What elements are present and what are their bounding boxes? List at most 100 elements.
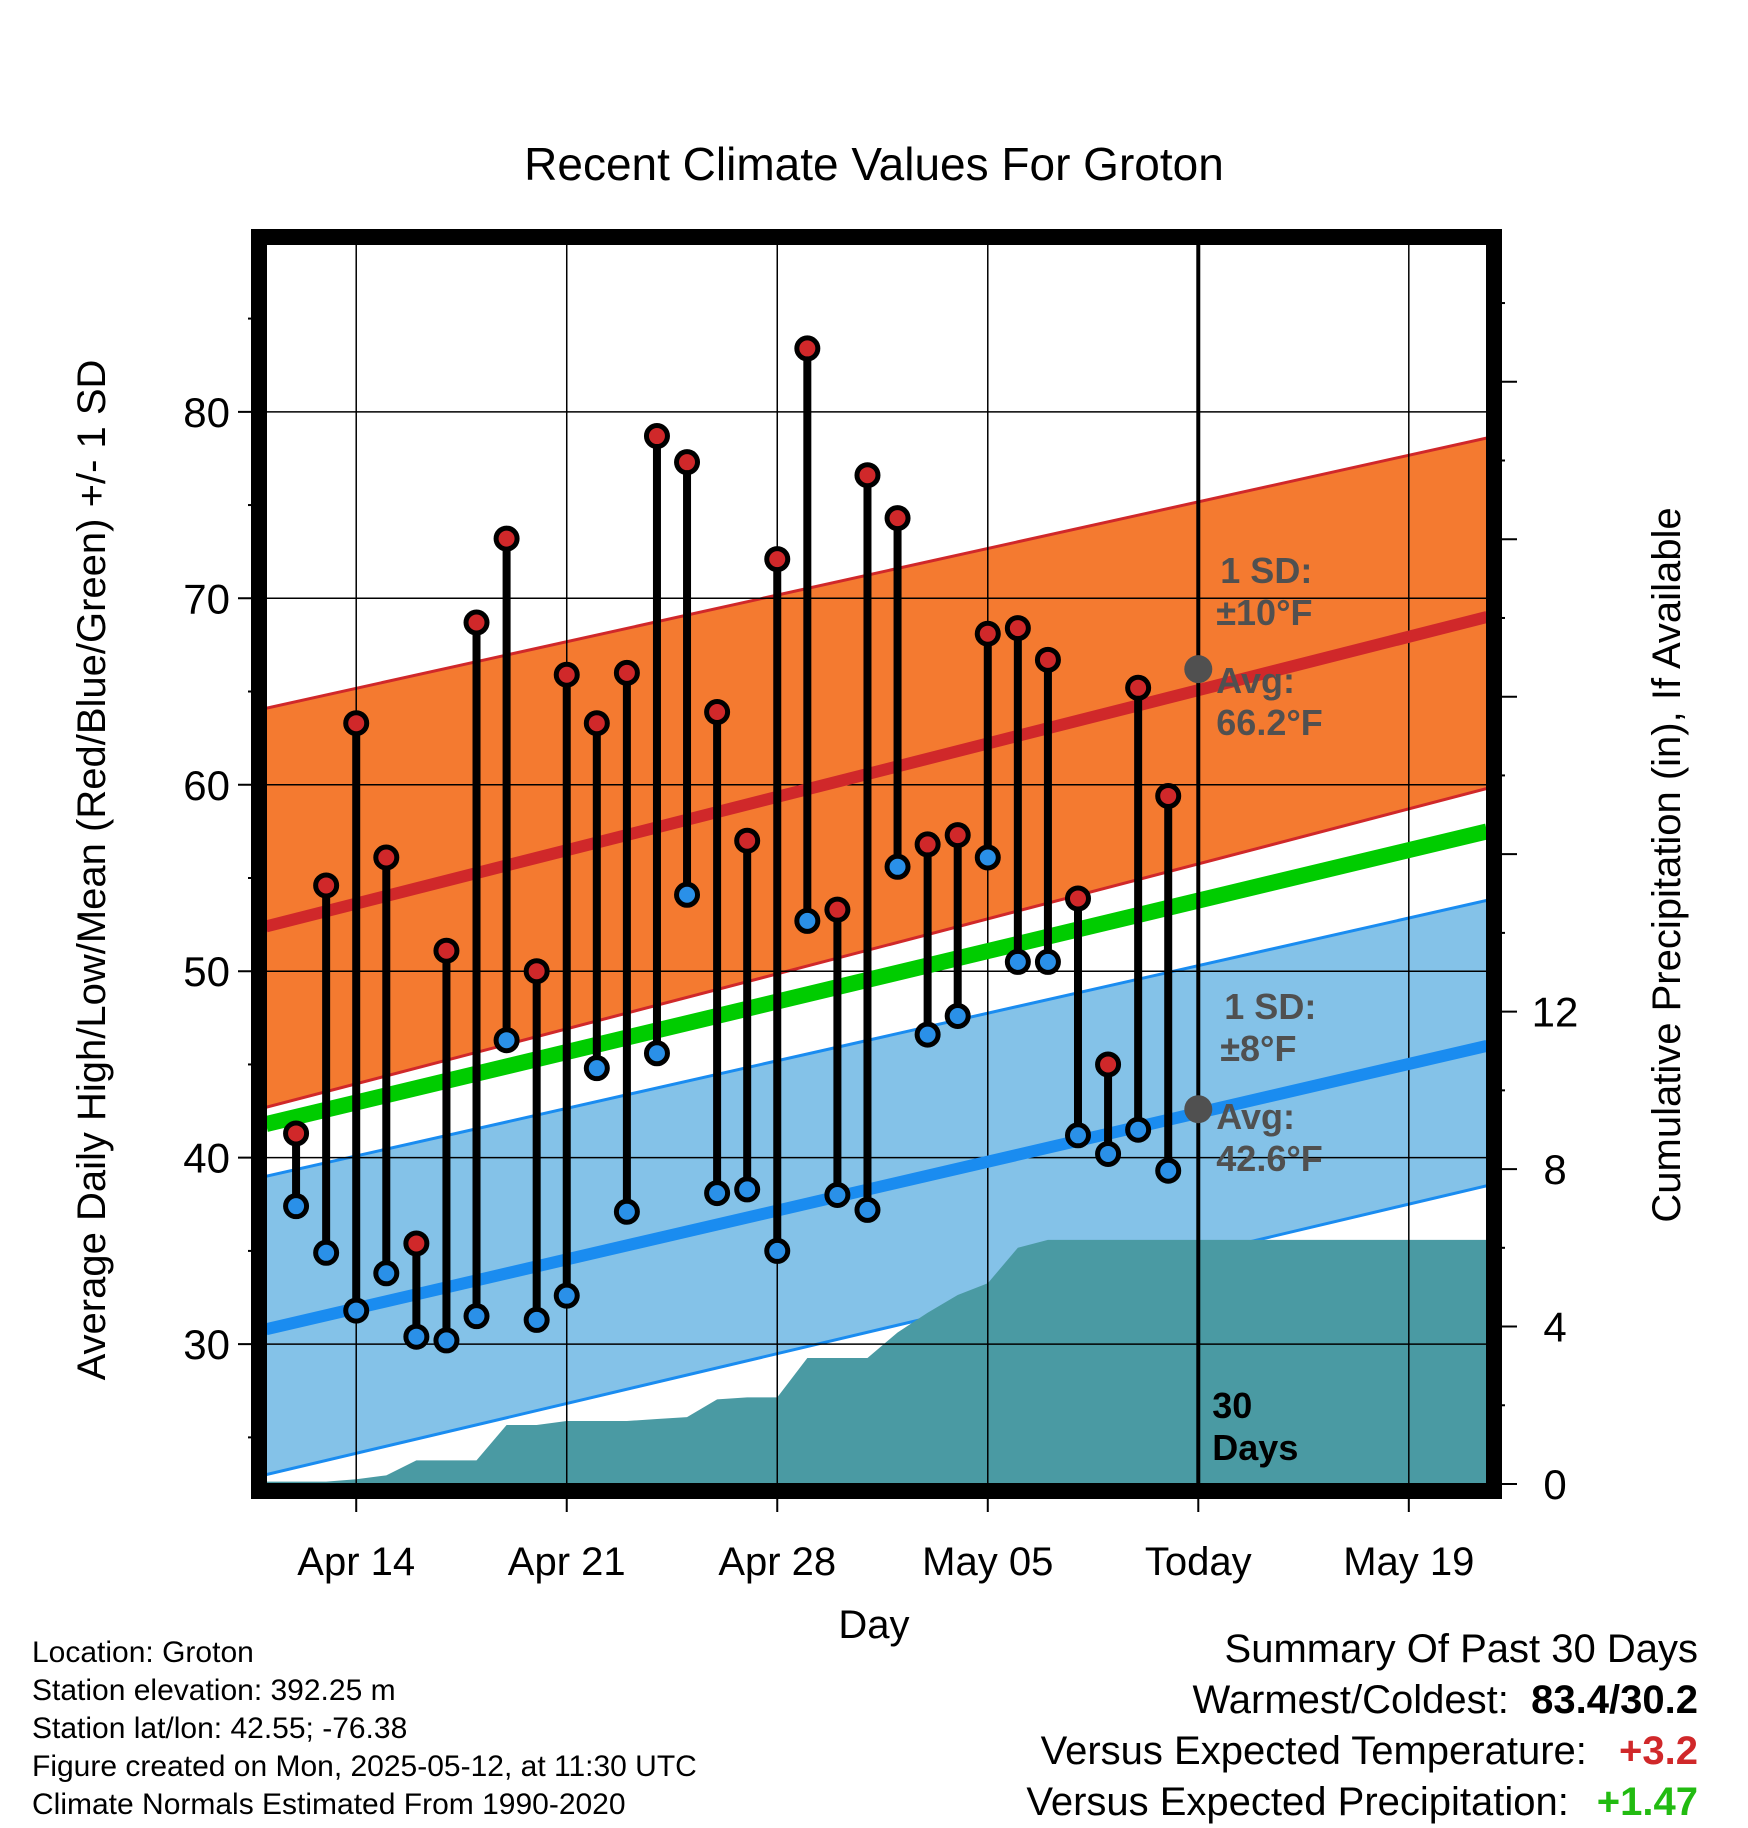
axes: 30 40 50 60 70 80 0 4 8 12 Apr 14 Apr 21 Apr 28 May 0…	[183, 302, 1579, 1584]
high-point	[884, 505, 911, 532]
high-sd-band-lower-edge	[266, 787, 1487, 1109]
days-count: 30	[1212, 1385, 1252, 1426]
normals-text: Climate Normals Estimated From 1990-2020	[32, 1788, 626, 1821]
high-point	[734, 827, 761, 854]
low-sd-band-upper-edge	[266, 898, 1487, 1178]
high-point	[764, 546, 791, 573]
low-point	[343, 1297, 370, 1324]
summary-heading: Summary Of Past 30 Days	[1224, 1627, 1698, 1671]
high-point	[313, 872, 340, 899]
high-point	[403, 1230, 430, 1257]
low-point	[674, 881, 701, 908]
low-point	[643, 1040, 670, 1067]
low-point	[1125, 1116, 1152, 1143]
low-point	[403, 1323, 430, 1350]
low-sd-band-lower-edge	[266, 1184, 1487, 1477]
high-sd-value: ±10°F	[1216, 592, 1312, 633]
summary-warm-cold: Warmest/Coldest: 83.4/30.2	[1026, 1675, 1699, 1726]
latlon-text: Station lat/lon: 42.55; -76.38	[32, 1712, 408, 1745]
y-tick-label: 70	[183, 575, 230, 622]
high-point	[583, 710, 610, 737]
low-point	[734, 1176, 761, 1203]
high-point	[343, 710, 370, 737]
precip-label: Versus Expected Precipitation:	[1026, 1780, 1569, 1824]
high-point	[1155, 782, 1182, 809]
high-avg-label: Avg:	[1216, 660, 1295, 701]
high-point	[643, 423, 670, 450]
low-point	[1155, 1157, 1182, 1184]
station-info: Location: Groton Station elevation: 392.…	[32, 1634, 697, 1824]
low-point	[433, 1327, 460, 1354]
low-point	[583, 1055, 610, 1082]
low-point	[974, 844, 1001, 871]
summary-temp: Versus Expected Temperature: +3.2	[1026, 1726, 1698, 1777]
y-tick-label: 80	[183, 389, 230, 436]
x-tick-label: Apr 14	[297, 1540, 415, 1584]
y-axis-label: Average Daily High/Low/Mean (Red/Blue/Gr…	[70, 360, 114, 1381]
x-axis-label: Day	[838, 1603, 909, 1647]
high-point	[974, 620, 1001, 647]
low-point	[1034, 948, 1061, 975]
temp-label: Versus Expected Temperature:	[1040, 1729, 1587, 1773]
low-sd-value: ±8°F	[1220, 1028, 1296, 1069]
x-tick-label: May 05	[922, 1540, 1053, 1584]
warm-cold-label: Warmest/Coldest:	[1192, 1678, 1509, 1722]
low-point	[944, 1002, 971, 1029]
high-point	[433, 937, 460, 964]
high-point	[1004, 615, 1031, 642]
low-point	[764, 1237, 791, 1264]
high-point	[1034, 646, 1061, 673]
y2-tick-label: 4	[1543, 1304, 1566, 1351]
low-avg-value: 42.6°F	[1216, 1138, 1322, 1179]
high-point	[463, 609, 490, 636]
high-sd-band-upper-edge	[266, 436, 1487, 710]
low-point	[613, 1198, 640, 1225]
precipitation-area	[266, 1239, 1487, 1484]
low-point	[854, 1196, 881, 1223]
low-point	[493, 1027, 520, 1054]
high-point	[1064, 885, 1091, 912]
normal-lines	[266, 244, 1487, 1484]
low-avg-label: Avg:	[1216, 1096, 1295, 1137]
plot-border	[251, 229, 1502, 1499]
high-avg-marker	[1184, 655, 1213, 684]
low-point	[313, 1239, 340, 1266]
high-point	[1125, 674, 1152, 701]
low-avg-marker	[1184, 1095, 1213, 1124]
low-point	[553, 1282, 580, 1309]
y-tick-label: 60	[183, 762, 230, 809]
low-point	[283, 1193, 310, 1220]
y-tick-label: 40	[183, 1135, 230, 1182]
low-point	[704, 1180, 731, 1207]
precip-value: +1.47	[1596, 1780, 1698, 1824]
y2-tick-label: 0	[1543, 1461, 1566, 1508]
days-word: Days	[1212, 1427, 1298, 1468]
high-point	[674, 449, 701, 476]
high-point	[824, 896, 851, 923]
y2-axis-label: Cumulative Precipitation (in), If Availa…	[1645, 507, 1689, 1222]
normal-mean-line	[266, 823, 1487, 1132]
low-point	[884, 853, 911, 880]
high-point	[493, 525, 520, 552]
y-tick-label: 30	[183, 1321, 230, 1368]
high-avg-value: 66.2°F	[1216, 702, 1322, 743]
high-point	[794, 335, 821, 362]
high-point	[613, 659, 640, 686]
low-point	[463, 1303, 490, 1330]
x-tick-label: Apr 28	[718, 1540, 836, 1584]
location-text: Location: Groton	[32, 1636, 254, 1669]
y2-tick-label: 12	[1532, 989, 1579, 1036]
temp-value: +3.2	[1619, 1729, 1698, 1773]
low-point	[523, 1306, 550, 1333]
warm-cold-value: 83.4/30.2	[1531, 1678, 1698, 1722]
y-tick-label: 50	[183, 948, 230, 995]
high-point	[283, 1120, 310, 1147]
low-point	[914, 1021, 941, 1048]
high-point	[373, 844, 400, 871]
summary-panel: Summary Of Past 30 Days Warmest/Coldest:…	[1026, 1624, 1698, 1828]
created-text: Figure created on Mon, 2025-05-12, at 11…	[32, 1750, 697, 1783]
daily-range-bars	[283, 335, 1182, 1354]
high-point	[914, 831, 941, 858]
